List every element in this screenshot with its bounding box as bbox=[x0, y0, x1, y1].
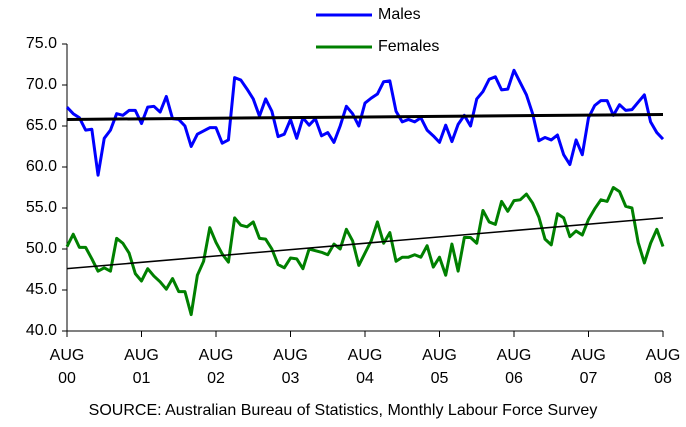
x-tick-label: AUG 06 bbox=[497, 347, 532, 387]
y-tick-label: 55.0 bbox=[26, 199, 57, 216]
x-tick-label: AUG 02 bbox=[199, 347, 234, 387]
y-tick-label: 70.0 bbox=[26, 76, 57, 93]
legend-label: Males bbox=[378, 6, 421, 23]
y-tick-label: 45.0 bbox=[26, 281, 57, 298]
trend-line bbox=[66, 113, 664, 121]
y-tick-label: 50.0 bbox=[26, 240, 57, 257]
trend-line bbox=[66, 217, 664, 270]
y-tick-label: 60.0 bbox=[26, 158, 57, 175]
data-line bbox=[65, 186, 665, 317]
x-tick-label: AUG 03 bbox=[273, 347, 308, 387]
source-note: SOURCE: Australian Bureau of Statistics,… bbox=[89, 402, 598, 419]
y-tick-label: 40.0 bbox=[26, 322, 57, 339]
x-tick-label: AUG 05 bbox=[422, 347, 457, 387]
x-tick-label: AUG 01 bbox=[124, 347, 159, 387]
x-tick-label: AUG 07 bbox=[571, 347, 606, 387]
x-tick-label: AUG 04 bbox=[348, 347, 383, 387]
x-tick-label: AUG 00 bbox=[50, 347, 85, 387]
legend-label: Females bbox=[378, 38, 439, 55]
y-tick-label: 65.0 bbox=[26, 117, 57, 134]
x-tick-label: AUG 08 bbox=[646, 347, 681, 387]
data-line bbox=[65, 68, 665, 177]
y-tick-label: 75.0 bbox=[26, 35, 57, 52]
